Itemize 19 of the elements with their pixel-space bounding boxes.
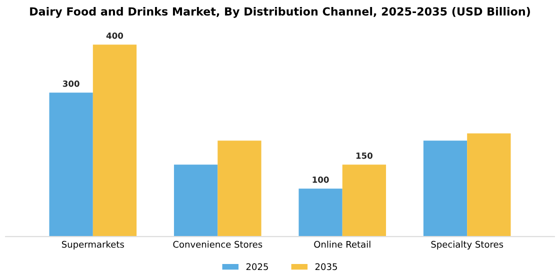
chart-title: Dairy Food and Drinks Market, By Distribution Channel, 2025-2035 (USD Billion) (30, 7, 530, 18)
bar (467, 133, 511, 237)
data-label: 150 (356, 152, 372, 159)
bar (423, 140, 468, 237)
bar (218, 140, 262, 237)
x-tick-label: Convenience Stores (173, 240, 262, 248)
bar (298, 188, 342, 237)
x-tick-label: Online Retail (314, 240, 370, 248)
bar (92, 44, 137, 237)
bar (49, 92, 93, 237)
bar (342, 164, 386, 237)
data-label: 100 (312, 176, 329, 183)
data-label: 300 (62, 80, 80, 87)
x-tick-label: Supermarkets (62, 240, 124, 250)
legend-label: 2025 (246, 263, 268, 270)
x-tick-label: Specialty Stores (431, 240, 504, 250)
data-label: 400 (106, 32, 124, 39)
bar (174, 164, 218, 237)
legend-label: 2035 (315, 263, 337, 270)
